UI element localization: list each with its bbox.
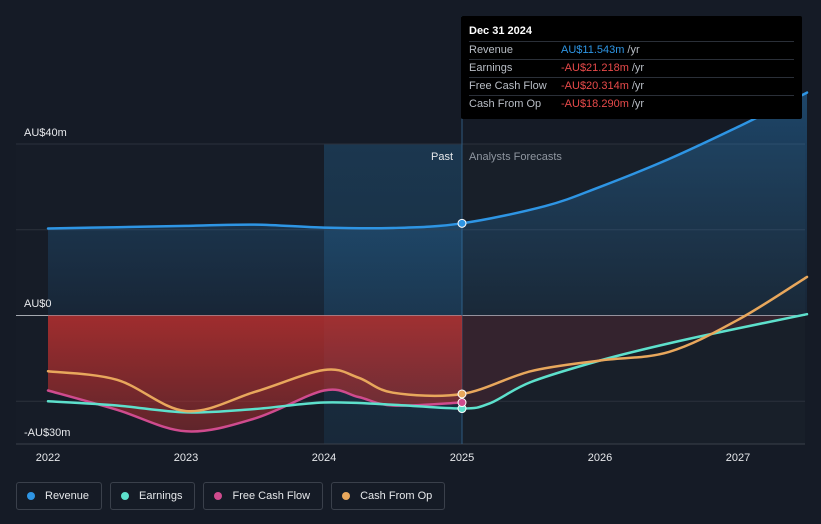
series-line-revenue — [46, 91, 809, 230]
legend-label: Earnings — [139, 490, 183, 502]
legend-item-free-cash-flow[interactable]: Free Cash Flow — [203, 482, 324, 510]
tooltip-unit: /yr — [631, 62, 645, 74]
tooltip-label: Free Cash Flow — [469, 80, 547, 92]
tooltip: Dec 31 2024 Revenue AU$11.543m /yr Earni… — [461, 16, 802, 119]
tooltip-unit: /yr — [631, 98, 645, 110]
legend-label: Free Cash Flow — [232, 490, 311, 502]
x-tick-label: 2023 — [174, 452, 198, 464]
tooltip-value: -AU$20.314m — [561, 80, 629, 92]
legend-dot-icon — [342, 492, 351, 500]
revenue-area — [48, 92, 807, 316]
legend-dot-icon — [27, 492, 35, 500]
tooltip-row-earnings: Earnings -AU$21.218m /yr — [469, 60, 794, 78]
tooltip-date: Dec 31 2024 — [469, 24, 794, 42]
x-tick-label: 2026 — [588, 452, 612, 464]
legend-dot-icon — [121, 492, 130, 500]
tooltip-value: AU$11.543m — [561, 44, 625, 56]
period-label-forecast: Analysts Forecasts — [469, 151, 562, 163]
tooltip-unit: /yr — [631, 80, 645, 92]
tooltip-row-cash-from-op: Cash From Op -AU$18.290m /yr — [469, 96, 794, 113]
x-tick-label: 2025 — [450, 452, 474, 464]
marker-cash-from-op — [457, 389, 467, 399]
legend-item-cash-from-op[interactable]: Cash From Op — [331, 482, 446, 510]
legend-item-revenue[interactable]: Revenue — [16, 482, 103, 510]
legend-item-earnings[interactable]: Earnings — [110, 482, 196, 510]
tooltip-value: -AU$18.290m — [561, 98, 629, 110]
period-label-past: Past — [431, 151, 453, 163]
legend-dot-icon — [214, 492, 223, 500]
y-label-bottom: -AU$30m — [24, 427, 70, 439]
marker-revenue — [457, 218, 467, 228]
tooltip-row-revenue: Revenue AU$11.543m /yr — [469, 42, 794, 60]
y-label-zero: AU$0 — [24, 298, 52, 310]
tooltip-value: -AU$21.218m — [561, 62, 629, 74]
x-tick-label: 2027 — [726, 452, 750, 464]
tooltip-unit: /yr — [627, 44, 640, 56]
tooltip-row-free-cash-flow: Free Cash Flow -AU$20.314m /yr — [469, 78, 794, 96]
series-line-cash-from-op — [46, 275, 809, 413]
x-tick-label: 2022 — [36, 452, 60, 464]
loss-area — [48, 315, 462, 432]
tooltip-label: Revenue — [469, 44, 514, 56]
x-tick-label: 2024 — [312, 452, 336, 464]
legend: Revenue Earnings Free Cash Flow Cash Fro… — [16, 482, 446, 510]
tooltip-label: Cash From Op — [469, 98, 542, 110]
legend-label: Revenue — [45, 490, 90, 502]
tooltip-label: Earnings — [469, 62, 513, 74]
y-label-top: AU$40m — [24, 127, 67, 139]
legend-label: Cash From Op — [360, 490, 433, 502]
forecast-loss-area — [462, 314, 807, 409]
marker-free-cash-flow — [457, 398, 467, 408]
